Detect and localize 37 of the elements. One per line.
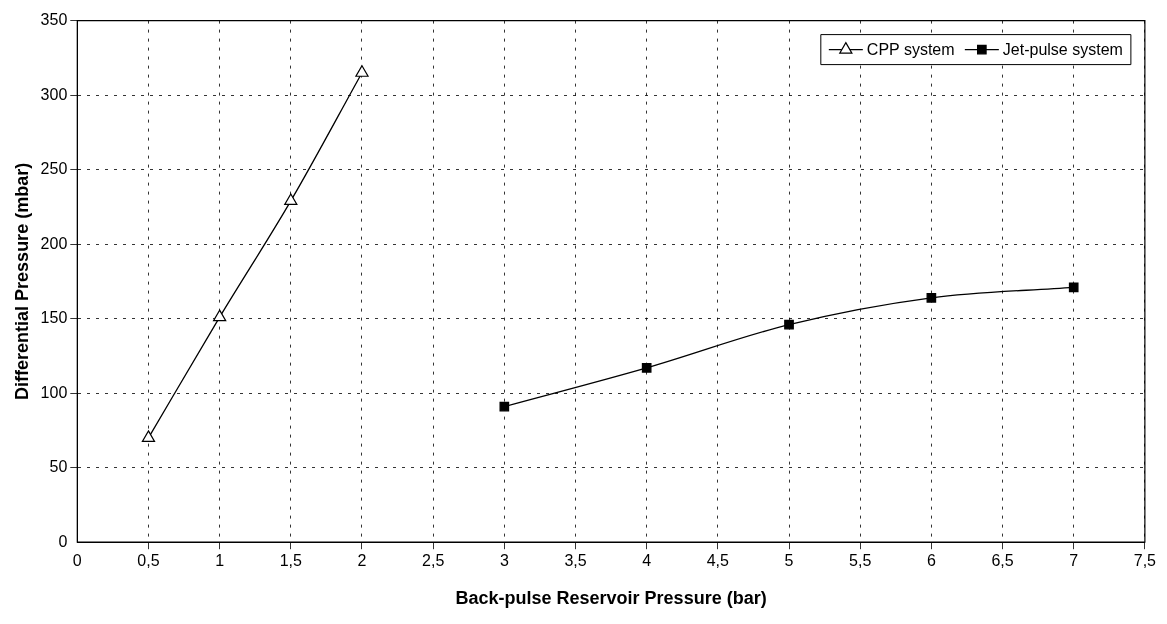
y-axis-title: Differential Pressure (mbar)	[11, 162, 32, 400]
point	[141, 430, 156, 442]
x-tick-label: 7,5	[1133, 552, 1157, 570]
x-tick-label: 7	[1069, 552, 1079, 570]
y-tick-label: 200	[40, 234, 68, 252]
y-tick-label: 100	[40, 383, 68, 401]
y-tick-label: 50	[49, 458, 68, 476]
x-tick-label: 5,5	[849, 552, 872, 570]
x-tick-label: 0,5	[137, 552, 160, 570]
y-tick-label: 150	[40, 309, 68, 327]
x-tick-label: 0	[72, 552, 82, 570]
x-tick-label: 1	[215, 552, 225, 570]
x-tick-label: 6	[926, 552, 936, 570]
x-tick-label: 4	[642, 552, 652, 570]
y-tick-label: 250	[40, 160, 68, 178]
x-axis-title: Back-pulse Reservoir Pressure (bar)	[455, 588, 767, 609]
x-tick-label: 3	[499, 552, 509, 570]
x-tick-label: 2	[357, 552, 367, 570]
x-tick-label: 5	[784, 552, 794, 570]
y-tick-label: 300	[40, 85, 68, 103]
point	[355, 65, 369, 77]
point	[284, 193, 298, 206]
y-tick-label: 350	[40, 11, 68, 29]
x-tick-label: 2,5	[422, 552, 445, 570]
point	[212, 309, 227, 322]
x-tick-label: 1,5	[279, 552, 303, 570]
point	[499, 401, 510, 412]
x-tick-label: 3,5	[564, 552, 587, 570]
legend-label: CPP system	[866, 41, 955, 59]
point	[784, 319, 794, 330]
point	[926, 292, 937, 303]
x-tick-label: 6,5	[991, 552, 1014, 570]
point	[641, 362, 652, 373]
x-tick-label: 4,5	[706, 552, 730, 570]
y-tick-label: 0	[58, 532, 68, 550]
point	[1068, 282, 1079, 293]
legend-label: Jet-pulse system	[1002, 41, 1123, 59]
